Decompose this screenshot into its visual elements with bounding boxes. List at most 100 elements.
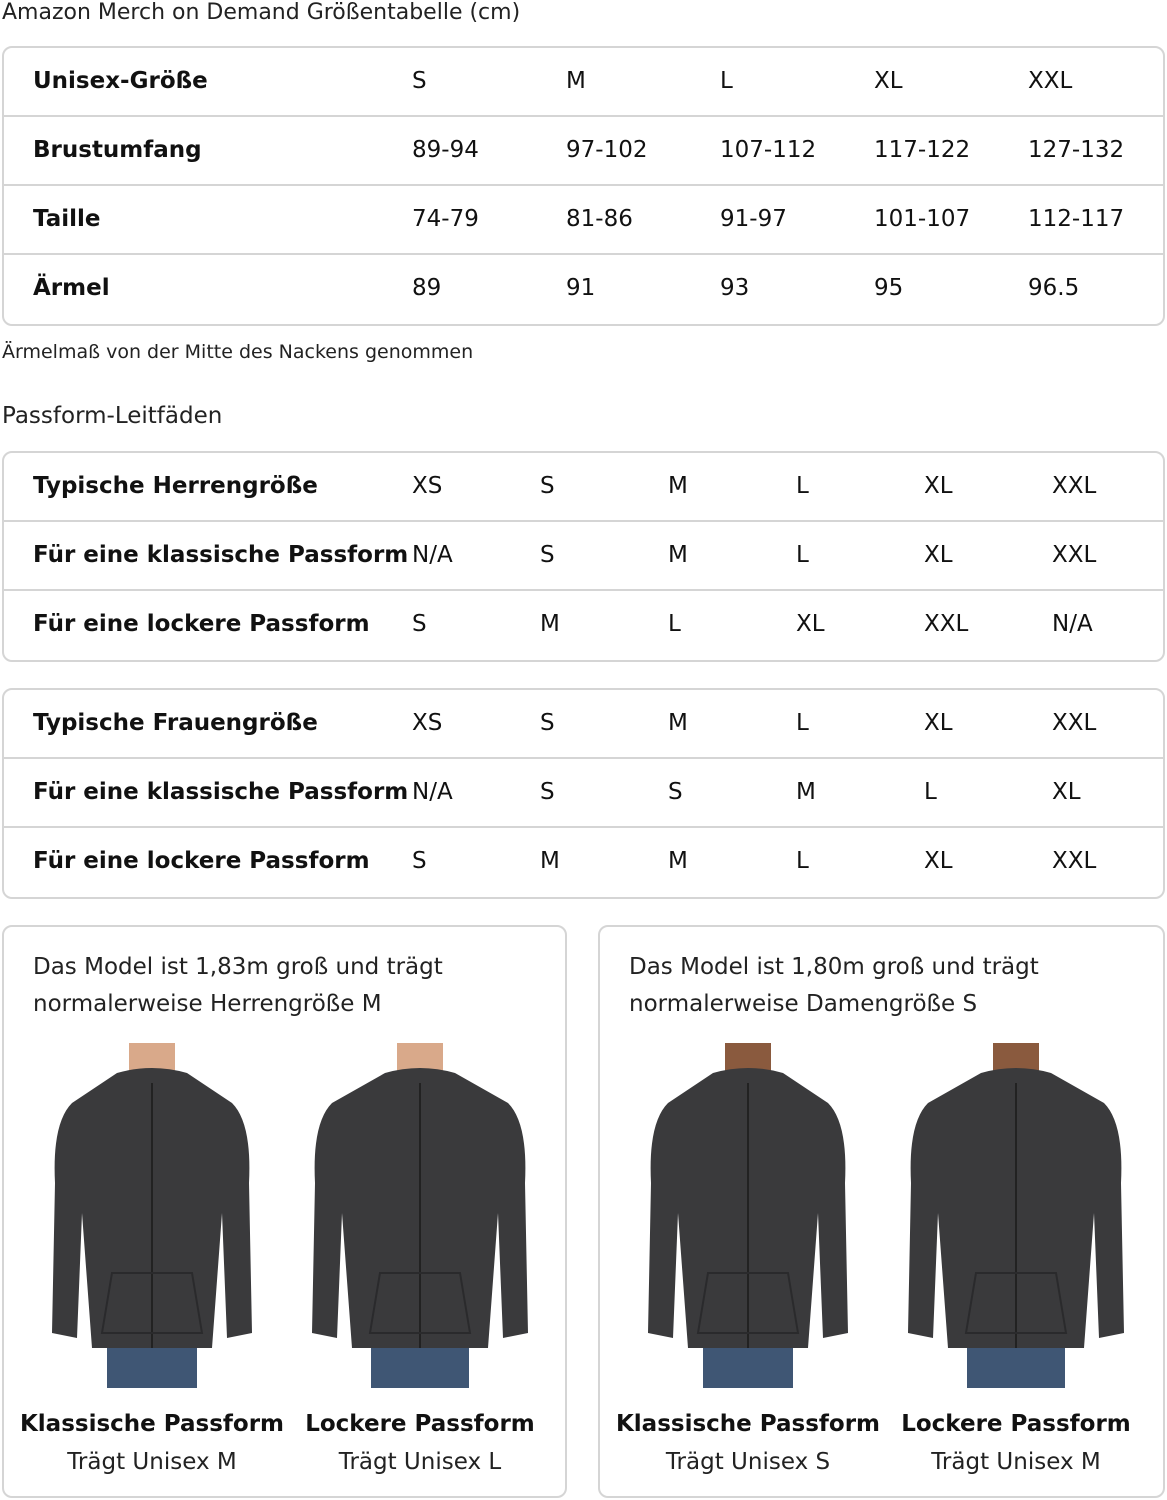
table-cell: S xyxy=(412,848,427,874)
table-cell: XL xyxy=(924,542,953,568)
table-cell: M xyxy=(540,611,560,637)
model-caption: Das Model ist 1,80m groß und trägt norma… xyxy=(629,954,1039,1017)
fit-label: Klassische Passform xyxy=(615,1411,881,1437)
table-row: Für eine klassische Passform N/A S M L XL XXL xyxy=(4,522,1163,591)
table-row: Typische Herrengröße XS S M L XL XXL xyxy=(4,453,1163,522)
wears-size: Trägt Unisex S xyxy=(665,1449,831,1475)
table-cell: 95 xyxy=(874,275,904,301)
table-cell: XXL xyxy=(1052,473,1097,499)
row-label: Typische Frauengröße xyxy=(33,710,318,736)
table-row: Für eine klassische Passform N/A S S M L XL xyxy=(4,759,1163,828)
fit-label: Klassische Passform xyxy=(19,1411,285,1437)
table-cell: 89 xyxy=(412,275,442,301)
women-model-card: Das Model ist 1,80m groß und trägt norma… xyxy=(598,925,1165,1498)
table-cell: XL xyxy=(924,848,953,874)
row-label: Für eine klassische Passform xyxy=(33,542,409,568)
table-row: Für eine lockere Passform S M M L XL XXL xyxy=(4,828,1163,897)
table-cell: S xyxy=(412,611,427,637)
row-label: Für eine lockere Passform xyxy=(33,848,370,874)
table-cell: 93 xyxy=(720,275,750,301)
table-cell: N/A xyxy=(412,779,453,805)
women-fit-table: Typische Frauengröße XS S M L XL XXL Für eine k… xyxy=(2,688,1165,899)
wears-size: Trägt Unisex M xyxy=(67,1449,237,1475)
table-cell: XXL xyxy=(924,611,969,637)
table-cell: 127-132 xyxy=(1028,137,1125,163)
table-cell: L xyxy=(720,68,733,94)
table-cell: S xyxy=(540,542,555,568)
model-photo xyxy=(300,1043,540,1388)
table-cell: L xyxy=(796,473,809,499)
jeans xyxy=(107,1343,197,1388)
table-cell: M xyxy=(668,542,688,568)
table-cell: XL xyxy=(874,68,903,94)
table-row: Taille 74-79 81-86 91-97 101-107 112-117 xyxy=(4,186,1163,255)
model-photo xyxy=(628,1043,868,1388)
table-cell: 91 xyxy=(566,275,596,301)
table-cell: 91-97 xyxy=(720,206,787,232)
row-label: Brustumfang xyxy=(33,137,202,163)
table-cell: XXL xyxy=(1052,848,1097,874)
men-model-card: Das Model ist 1,83m groß und trägt norma… xyxy=(2,925,567,1498)
table-cell: S xyxy=(412,68,427,94)
table-cell: 117-122 xyxy=(874,137,971,163)
table-cell: 89-94 xyxy=(412,137,479,163)
model-photo xyxy=(896,1043,1136,1388)
fit-label: Lockere Passform xyxy=(901,1411,1131,1437)
table-cell: M xyxy=(668,710,688,736)
table-cell: M xyxy=(796,779,816,805)
table-cell: M xyxy=(668,473,688,499)
fit-label: Lockere Passform xyxy=(305,1411,535,1437)
row-label: Ärmel xyxy=(33,275,110,301)
jeans xyxy=(371,1343,469,1388)
table-cell: XL xyxy=(924,473,953,499)
table-cell: N/A xyxy=(412,542,453,568)
unisex-size-table: Unisex-Größe S M L XL XXL Brustumfang 89-94 97-1… xyxy=(2,46,1165,326)
table-cell: L xyxy=(796,542,809,568)
men-fit-table: Typische Herrengröße XS S M L XL XXL Für eine k… xyxy=(2,451,1165,662)
table-cell: L xyxy=(796,710,809,736)
table-row: Für eine lockere Passform S M L XL XXL N/A xyxy=(4,591,1163,660)
table-cell: 81-86 xyxy=(566,206,633,232)
table-cell: XL xyxy=(796,611,825,637)
model-caption: Das Model ist 1,83m groß und trägt norma… xyxy=(33,954,443,1017)
jeans xyxy=(967,1343,1065,1388)
table-cell: XXL xyxy=(1028,68,1073,94)
table-cell: S xyxy=(540,710,555,736)
wears-size: Trägt Unisex L xyxy=(338,1449,502,1475)
table-cell: XS xyxy=(412,710,443,736)
table-row: Unisex-Größe S M L XL XXL xyxy=(4,48,1163,117)
chart-title: Amazon Merch on Demand Größentabelle (cm… xyxy=(2,0,521,25)
table-cell: M xyxy=(566,68,586,94)
model-photo xyxy=(32,1043,272,1388)
table-cell: XS xyxy=(412,473,443,499)
row-label: Typische Herrengröße xyxy=(33,473,318,499)
table-row: Typische Frauengröße XS S M L XL XXL xyxy=(4,690,1163,759)
fit-guides-title: Passform-Leitfäden xyxy=(2,403,223,429)
table-cell: 112-117 xyxy=(1028,206,1125,232)
table-cell: S xyxy=(540,473,555,499)
table-cell: S xyxy=(668,779,683,805)
table-cell: XL xyxy=(1052,779,1081,805)
table-cell: L xyxy=(924,779,937,805)
wears-size: Trägt Unisex M xyxy=(931,1449,1101,1475)
row-label: Unisex-Größe xyxy=(33,68,208,94)
table-cell: 101-107 xyxy=(874,206,971,232)
table-cell: L xyxy=(796,848,809,874)
row-label: Für eine lockere Passform xyxy=(33,611,370,637)
table-cell: 97-102 xyxy=(566,137,648,163)
table-cell: M xyxy=(540,848,560,874)
jeans xyxy=(703,1343,793,1388)
row-label: Taille xyxy=(33,206,101,232)
table-cell: XXL xyxy=(1052,710,1097,736)
table-cell: XL xyxy=(924,710,953,736)
table-cell: 74-79 xyxy=(412,206,479,232)
table-row: Brustumfang 89-94 97-102 107-112 117-122 127-… xyxy=(4,117,1163,186)
table-cell: N/A xyxy=(1052,611,1093,637)
table-cell: 96.5 xyxy=(1028,275,1080,301)
table-cell: M xyxy=(668,848,688,874)
table-cell: 107-112 xyxy=(720,137,817,163)
table-cell: L xyxy=(668,611,681,637)
table-cell: XXL xyxy=(1052,542,1097,568)
table-cell: S xyxy=(540,779,555,805)
sleeve-note: Ärmelmaß von der Mitte des Nackens genom… xyxy=(2,341,474,363)
